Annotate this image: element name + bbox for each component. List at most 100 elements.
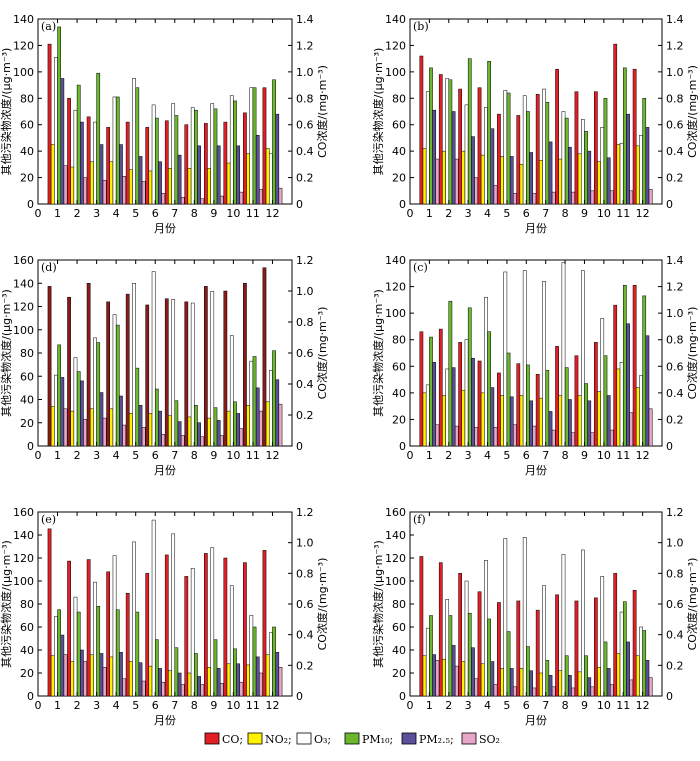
x-tick-label: 6 [152,207,159,220]
x-tick-label: 11 [246,449,260,462]
y-left-tick-label: 80 [20,92,34,105]
y-left-tick-label: 40 [392,644,406,657]
y-left-tick-label: 120 [13,39,34,52]
bar-o3-m10 [229,335,234,447]
x-tick-label: 4 [484,449,491,462]
y-right-tick-label: 0 [666,198,673,211]
bar-pm25-m11 [626,323,630,447]
bar-no2-m1 [422,655,427,697]
bar-o3-m1 [425,627,430,697]
bar-so2-m8 [200,198,205,205]
bar-pm25-m10 [236,145,241,205]
y-left-tick-label: 120 [385,39,406,52]
bar-o3-m6 [151,104,156,205]
x-tick-label: 8 [562,207,569,220]
bar-so2-m3 [102,667,107,697]
x-tick-label: 7 [542,449,549,462]
bar-co-m6 [145,304,150,447]
bar-co-m10 [223,290,228,447]
bar-pm25-m8 [568,399,572,447]
bar-pm10-m11 [252,356,257,447]
bar-pm25-m2 [451,111,456,205]
bar-pm10-m2 [76,84,81,205]
bar-pm25-m7 [177,421,182,447]
y-right-tick-label: 1.2 [296,254,314,267]
x-tick-label: 8 [191,449,198,462]
bar-o3-m11 [619,362,624,447]
bar-co-m3 [458,573,462,697]
bar-o3-m9 [210,103,215,205]
x-tick-label: 8 [562,699,569,712]
y-right-tick-label: 0 [296,198,303,211]
bar-co-m3 [86,283,91,447]
x-tick-label: 6 [523,449,530,462]
x-tick-label: 0 [35,207,42,220]
bar-o3-m5 [132,78,136,205]
bar-pm25-m10 [606,668,611,697]
y-right-axis-label: CO浓度/(mg·m⁻³) [685,307,699,400]
bar-pm10-m12 [272,79,276,205]
bar-pm25-m7 [177,672,182,697]
bar-no2-m1 [50,406,55,447]
bar-co-m9 [574,355,579,447]
y-left-tick-label: 80 [20,598,34,611]
y-right-tick-label: 0.8 [296,316,314,329]
bar-pm25-m3 [471,136,475,205]
bar-pm10-m4 [115,96,120,205]
bar-pm10-m9 [213,639,218,697]
bar-o3-m7 [542,88,546,205]
bar-o3-m10 [600,576,605,697]
bar-so2-m1 [435,424,440,447]
y-left-tick-label: 60 [20,119,34,132]
x-tick-label: 4 [113,449,120,462]
y-left-axis-label: 其他污染物浓度/(μg·m⁻³) [0,289,13,417]
y-right-tick-label: 0.6 [666,598,684,611]
bar-no2-m3 [89,408,94,447]
bar-co-m7 [164,298,169,447]
bar-pm10-m1 [57,26,61,205]
bar-pm10-m1 [57,609,61,697]
bar-pm10-m12 [642,295,647,447]
x-tick-label: 10 [226,207,240,220]
bar-so2-m10 [239,191,244,205]
bar-pm25-m11 [255,135,260,205]
bar-no2-m4 [109,408,114,447]
bar-pm25-m1 [432,654,437,697]
bar-co-m10 [594,91,598,205]
bar-no2-m11 [246,405,250,447]
bar-o3-m8 [190,107,195,205]
bar-pm25-m4 [490,128,495,205]
legend-label-pm10: PM₁₀; [362,733,393,746]
bar-co-m12 [632,68,637,205]
x-tick-label: 4 [484,207,491,220]
bar-o3-m2 [445,599,450,697]
x-tick-label: 0 [407,699,414,712]
bar-no2-m10 [226,162,231,205]
bar-pm25-m2 [80,649,84,697]
y-left-tick-label: 160 [13,254,34,267]
y-left-tick-label: 60 [392,360,406,373]
bar-o3-m11 [619,142,624,205]
bar-pm10-m8 [194,109,198,205]
bar-so2-m3 [474,427,478,447]
y-right-axis-label: CO浓度/(mg·m⁻³) [315,307,329,400]
bar-pm25-m12 [275,652,280,697]
bar-co-m4 [477,87,482,205]
bar-so2-m11 [629,190,634,205]
bar-pm25-m11 [255,387,260,447]
y-left-tick-label: 140 [13,529,34,542]
bar-pm25-m5 [138,662,143,697]
bar-no2-m6 [519,164,524,205]
bar-so2-m2 [454,158,459,205]
bar-so2-m4 [122,424,127,447]
bar-o3-m4 [484,107,488,205]
bar-co-m4 [477,591,482,697]
bar-so2-m12 [648,408,653,447]
y-right-tick-label: 0.6 [666,119,684,132]
bar-co-m11 [613,304,618,447]
bar-pm25-m7 [548,411,553,447]
bar-pm10-m3 [467,307,472,447]
bar-pm25-m7 [548,675,553,697]
y-right-tick-label: 0.8 [666,92,684,105]
bar-pm10-m8 [194,405,198,447]
